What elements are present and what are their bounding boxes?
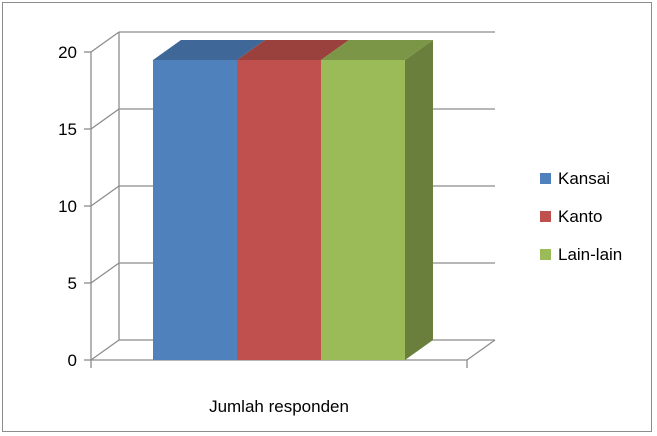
y-tick-label-5: 5 xyxy=(68,274,77,293)
legend: Kansai Kanto Lain-lain xyxy=(540,169,622,264)
bar-top-lain-lain xyxy=(321,40,433,60)
gridline-depth-10 xyxy=(90,185,120,207)
gridline-depth-5 xyxy=(90,262,120,284)
bars xyxy=(153,40,433,360)
y-tick-label-20: 20 xyxy=(58,43,77,62)
legend-label-kanto: Kanto xyxy=(558,207,602,226)
bar-front-kansai xyxy=(153,60,237,360)
legend-swatch-kansai xyxy=(540,173,551,184)
y-tick-label-15: 15 xyxy=(58,120,77,139)
floor-right-edge xyxy=(466,339,496,361)
category-label: Jumlah responden xyxy=(209,397,349,416)
bar-front-kanto xyxy=(237,60,321,360)
bar-top-kanto xyxy=(237,40,349,60)
legend-swatch-kanto xyxy=(540,211,551,222)
bar-kansai xyxy=(153,40,265,360)
bar-lain-lain xyxy=(321,40,433,360)
bar-side-lain-lain xyxy=(405,40,433,360)
bar-front-lain-lain xyxy=(321,60,405,360)
gridline-depth-15 xyxy=(90,108,120,130)
y-tick-labels: 0 5 10 15 20 xyxy=(58,43,77,370)
gridline-depth-20 xyxy=(90,31,120,53)
y-tick-label-0: 0 xyxy=(68,351,77,370)
bar-kanto xyxy=(237,40,349,360)
legend-swatch-lain-lain xyxy=(540,249,551,260)
gridline-depth-0 xyxy=(90,339,120,361)
y-tick-label-10: 10 xyxy=(58,197,77,216)
bar-top-kansai xyxy=(153,40,265,60)
legend-label-lain-lain: Lain-lain xyxy=(558,245,622,264)
legend-label-kansai: Kansai xyxy=(558,169,610,188)
